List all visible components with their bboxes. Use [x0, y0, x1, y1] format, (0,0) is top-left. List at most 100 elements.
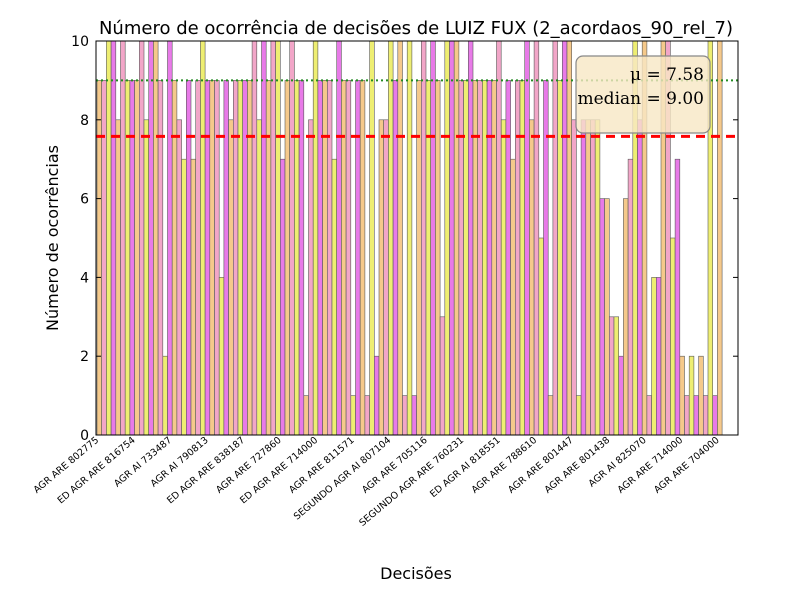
y-tick-label: 4 [80, 270, 89, 286]
bar [698, 355, 704, 436]
bar [364, 395, 370, 436]
y-tick-label: 10 [71, 34, 89, 50]
bar [627, 158, 634, 436]
bar [453, 40, 460, 436]
x-tick-label: ED AGR AI 818551 [428, 435, 503, 500]
bar [157, 80, 164, 436]
bar [420, 40, 427, 436]
bar [552, 40, 558, 436]
bar [186, 80, 192, 436]
bar [355, 80, 361, 436]
bar [373, 355, 380, 436]
bar [233, 80, 239, 436]
bar [590, 119, 596, 436]
legend-box [575, 55, 711, 134]
bar [331, 158, 337, 436]
bar [467, 40, 474, 436]
bar [608, 316, 615, 436]
bar [378, 119, 384, 436]
bar [594, 119, 601, 436]
legend-mean-label: μ = 7.58 [630, 65, 704, 85]
bar [566, 40, 572, 436]
bar [181, 158, 187, 436]
bar [482, 80, 488, 436]
bar [519, 80, 525, 436]
bar [599, 198, 605, 436]
bar [153, 40, 159, 436]
bar [317, 80, 323, 436]
bar [458, 80, 464, 436]
bar [406, 40, 413, 436]
bar [557, 80, 563, 436]
bar [124, 80, 131, 436]
bar [425, 80, 431, 436]
bar [613, 316, 619, 436]
bar [284, 80, 290, 436]
x-tick-label: AGR ARE 801447 [506, 435, 576, 496]
bar [538, 237, 544, 436]
bar [439, 316, 446, 436]
y-tick-label: 0 [80, 428, 89, 444]
bar [106, 40, 112, 436]
x-tick-label: AGR ARE 705116 [360, 435, 430, 496]
bar [251, 40, 258, 436]
bar [209, 80, 215, 436]
bar [204, 80, 211, 436]
bar [416, 80, 422, 436]
bar [576, 395, 582, 436]
bar [674, 158, 681, 436]
bar [247, 80, 253, 436]
bar [336, 40, 342, 436]
bar [110, 40, 117, 436]
bar [265, 80, 272, 436]
bar [359, 80, 366, 436]
bar [430, 40, 436, 436]
bar [256, 119, 262, 436]
bar [444, 40, 450, 436]
bar [651, 277, 657, 436]
bar [514, 80, 521, 436]
bar [637, 119, 643, 436]
bar [505, 80, 511, 436]
bar [326, 80, 333, 436]
bar [712, 395, 718, 436]
bar [120, 40, 126, 436]
bar [717, 40, 723, 436]
bar [270, 40, 276, 436]
y-axis-ticks: 0 2 4 6 8 10 [71, 34, 738, 444]
bar [646, 395, 652, 436]
bar [289, 40, 295, 436]
x-tick-label: AGR ARE 727860 [214, 435, 284, 496]
x-tick-label: AGR ARE 811571 [287, 435, 357, 496]
bar [655, 277, 662, 436]
bar [392, 80, 399, 436]
bar [547, 395, 554, 436]
bar [561, 40, 568, 436]
chart-title: Número de ocorrência de decisões de LUIZ… [99, 18, 733, 39]
bar [618, 355, 624, 436]
bar [298, 80, 305, 436]
bar [96, 80, 102, 436]
bar [435, 80, 441, 436]
bar [411, 395, 417, 436]
bar [702, 395, 709, 436]
bar [139, 40, 145, 436]
bar [524, 40, 530, 436]
bar [162, 355, 168, 436]
bar [176, 119, 182, 436]
y-tick-label: 8 [80, 113, 89, 129]
bar [242, 80, 248, 436]
bar [228, 119, 234, 436]
bar [115, 119, 121, 436]
x-axis-label: Decisões [380, 564, 452, 583]
bar [341, 80, 347, 436]
bar [167, 40, 173, 436]
bar [294, 80, 300, 436]
bar [134, 80, 140, 436]
bar [345, 80, 352, 436]
legend: μ = 7.58 median = 9.00 [575, 55, 711, 134]
x-tick-label: AGR ARE 788610 [470, 435, 540, 496]
bar [500, 119, 507, 436]
bar [322, 80, 328, 436]
